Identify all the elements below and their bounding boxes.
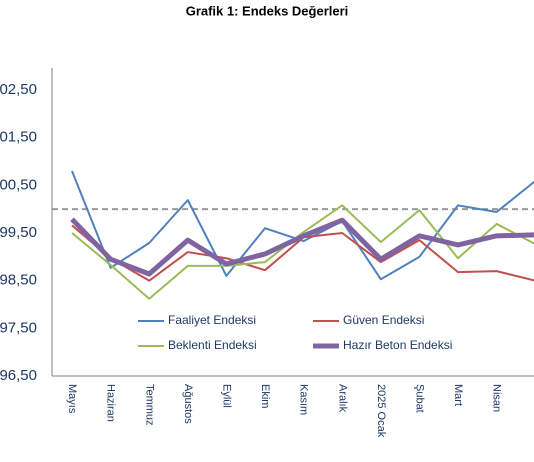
y-tick-label: 101,50 bbox=[0, 129, 37, 146]
x-tick-label: Ekim bbox=[259, 384, 271, 408]
series-line bbox=[71, 204, 534, 300]
legend-label: Hazır Beton Endeksi bbox=[343, 338, 452, 352]
x-tick-label: Mayıs bbox=[66, 384, 78, 414]
y-tick-label: 102,50 bbox=[0, 81, 37, 98]
x-tick-label: Mart bbox=[452, 384, 464, 406]
x-tick-label: 2025 Ocak bbox=[375, 384, 387, 438]
y-tick-label: 99,50 bbox=[0, 224, 37, 241]
x-tick-label: Şubat bbox=[413, 384, 425, 413]
x-tick-label: Kasım bbox=[298, 384, 310, 415]
y-tick-label: 98,50 bbox=[0, 272, 37, 289]
x-tick-label: Temmuz bbox=[143, 384, 155, 426]
x-tick-label: Eylül bbox=[220, 384, 232, 408]
y-tick-label: 96,50 bbox=[0, 367, 37, 384]
series-line bbox=[70, 217, 534, 277]
series-line bbox=[71, 170, 534, 281]
y-tick-label: 97,50 bbox=[0, 319, 37, 336]
x-tick-label: Haziran bbox=[105, 384, 117, 422]
chart-title: Grafik 1: Endeks Değerleri bbox=[186, 3, 349, 18]
legend-label: Beklenti Endeksi bbox=[168, 338, 257, 352]
y-tick-label: 100,50 bbox=[0, 176, 37, 193]
x-tick-label: Ağustos bbox=[182, 384, 194, 424]
x-tick-label: Nisan bbox=[491, 384, 503, 412]
legend-label: Güven Endeksi bbox=[343, 313, 424, 327]
x-tick-label: Aralık bbox=[336, 384, 348, 413]
legend-label: Faaliyet Endeksi bbox=[168, 313, 256, 327]
